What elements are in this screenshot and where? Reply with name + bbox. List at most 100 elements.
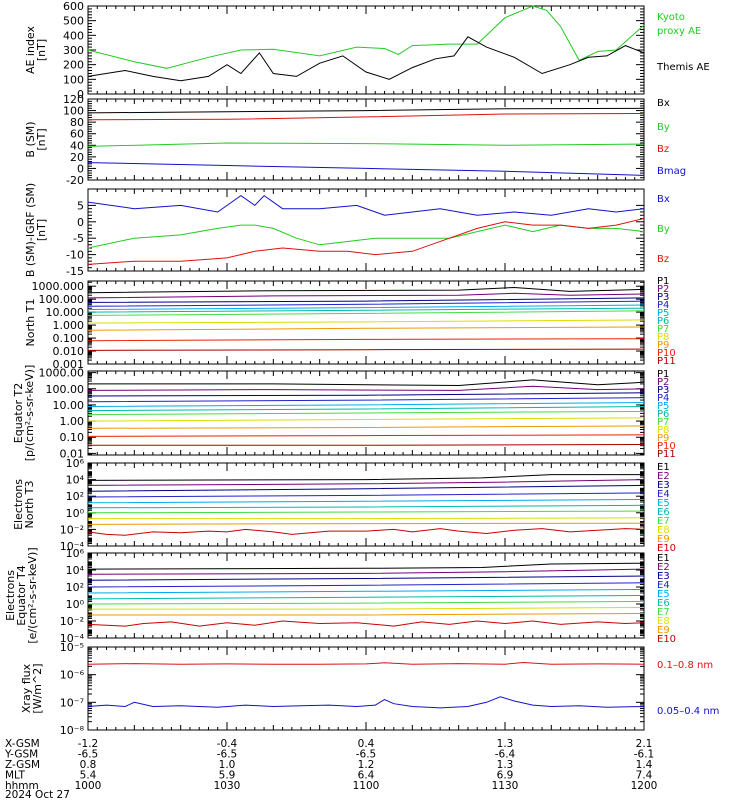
y-tick-label: 600 [63, 0, 84, 13]
legend-entry: Themis AE [656, 62, 710, 73]
legend-entry: E6 [657, 507, 670, 518]
legend-entry: E7 [657, 516, 670, 527]
legend-entry: P7 [657, 417, 669, 428]
y-axis-label: Equator T2 [12, 383, 25, 443]
legend-entry: E3 [657, 571, 670, 582]
legend-entry: P7 [657, 324, 669, 335]
y-tick-label: 10⁻² [60, 615, 84, 628]
ephemeris-value: -0.4 [217, 738, 238, 750]
series-line-0-1-0-8-nm [87, 661, 645, 665]
y-tick-label: 10² [66, 581, 84, 594]
y-axis-label: Electrons [12, 479, 25, 530]
legend-entry: P10 [657, 348, 676, 359]
legend-entry: P9 [657, 340, 669, 351]
ephemeris-row-label: MLT [5, 770, 25, 782]
legend-entry: E10 [657, 543, 676, 554]
y-tick-label: 80 [70, 116, 84, 129]
series-line-e4 [87, 492, 645, 498]
ephemeris-value: -1.2 [78, 738, 99, 750]
panel-frame [87, 646, 645, 731]
y-tick-label: 100 [63, 73, 84, 86]
series-line-bx [87, 194, 645, 216]
legend-entry: P5 [657, 401, 669, 412]
ephemeris-value: 1100 [353, 780, 380, 792]
legend-entry: E2 [657, 471, 670, 482]
legend-entry: E8 [657, 525, 670, 536]
ephemeris-row-label: Y-GSM [4, 749, 38, 761]
legend-entry: P3 [657, 292, 669, 303]
ephemeris-value: 5.9 [219, 770, 236, 782]
legend-entry: E9 [657, 534, 670, 545]
y-tick-label: 10² [66, 490, 84, 503]
legend-entry: P11 [657, 356, 676, 367]
ephemeris-value: 0.4 [358, 738, 375, 750]
legend-entry: P1 [657, 276, 669, 287]
y-tick-label: 1.00 [60, 415, 85, 428]
y-tick-label: 400 [63, 29, 84, 42]
ephemeris-value: 5.4 [80, 770, 97, 782]
ephemeris-value: 0.8 [80, 759, 97, 771]
series-line-e6 [87, 504, 645, 509]
ephemeris-value: -6.5 [217, 749, 238, 761]
y-axis-label: B (SM) [24, 121, 37, 157]
y-tick-label: 10⁻⁷ [60, 696, 84, 709]
legend-entry: E8 [657, 616, 670, 627]
ephemeris-row-label: hhmm [5, 780, 39, 792]
y-tick-label: 1.000 [53, 319, 85, 332]
series-line-e8 [88, 517, 645, 520]
panel-bdiff: -15 -10 -5 0 5 B (SM)-IGRF (SM)[nT] Bx By Bz [24, 183, 670, 278]
series-line-p5 [87, 304, 645, 310]
legend-entry: E1 [657, 553, 670, 564]
legend-entry: P4 [657, 300, 669, 311]
series-line-p9 [87, 326, 645, 331]
series-line-p7 [87, 310, 645, 316]
legend-entry: E4 [657, 489, 670, 500]
ephemeris-value: -6.4 [495, 749, 516, 761]
legend-entry: proxy AE [657, 26, 701, 37]
y-axis-label: AE index [24, 25, 37, 74]
y-tick-label: 10.000 [46, 306, 85, 319]
y-axis-label: North T1 [24, 299, 37, 347]
series-line-bz [87, 113, 645, 121]
legend-entry: Kyoto [657, 12, 685, 23]
y-tick-label: 10⁻⁶ [60, 669, 85, 682]
y-tick-label: 10⁰ [66, 507, 85, 520]
y-axis-label: [nT] [35, 219, 48, 241]
y-tick-label: 10⁻⁸ [60, 724, 85, 737]
legend-entry: 0.1–0.8 nm [657, 660, 713, 671]
series-line-e4 [87, 582, 645, 588]
y-axis-label: Electrons [4, 570, 17, 621]
legend-entry: P8 [657, 332, 669, 343]
panel-frame [87, 5, 645, 95]
y-tick-label: 0.01 [60, 447, 85, 460]
ephemeris-value: 1000 [75, 780, 102, 792]
series-line-p6 [87, 406, 645, 412]
y-tick-label: 0.10 [60, 431, 85, 444]
y-tick-label: 60 [70, 128, 84, 141]
series-line-e10 [87, 528, 645, 536]
y-tick-label: 200 [63, 59, 84, 72]
series-line-p8 [87, 319, 645, 324]
y-tick-label: 500 [63, 15, 84, 28]
y-tick-label: 0 [77, 162, 84, 175]
legend-entry: 0.05–0.4 nm [657, 706, 719, 717]
y-tick-label: 10⁴ [66, 474, 85, 487]
legend-entry: P1 [657, 369, 669, 380]
plot-date: 2024 Oct 27 [5, 789, 70, 800]
legend-entry: P3 [657, 385, 669, 396]
legend-entry: By [657, 224, 670, 235]
series-line-bx [87, 107, 645, 114]
series-line-bmag [87, 162, 645, 176]
legend-entry: Bx [657, 194, 670, 205]
y-tick-label: 100.000 [39, 293, 85, 306]
y-tick-label: 10⁶ [66, 457, 85, 470]
series-line-by [87, 224, 645, 249]
y-axis-label: [e/(cm²-s-sr-keV)] [26, 547, 39, 643]
ephemeris-value: 1130 [492, 780, 519, 792]
y-axis-label: [nT] [35, 128, 48, 150]
series-line-e10 [87, 620, 645, 627]
y-tick-label: 0.100 [53, 332, 85, 345]
